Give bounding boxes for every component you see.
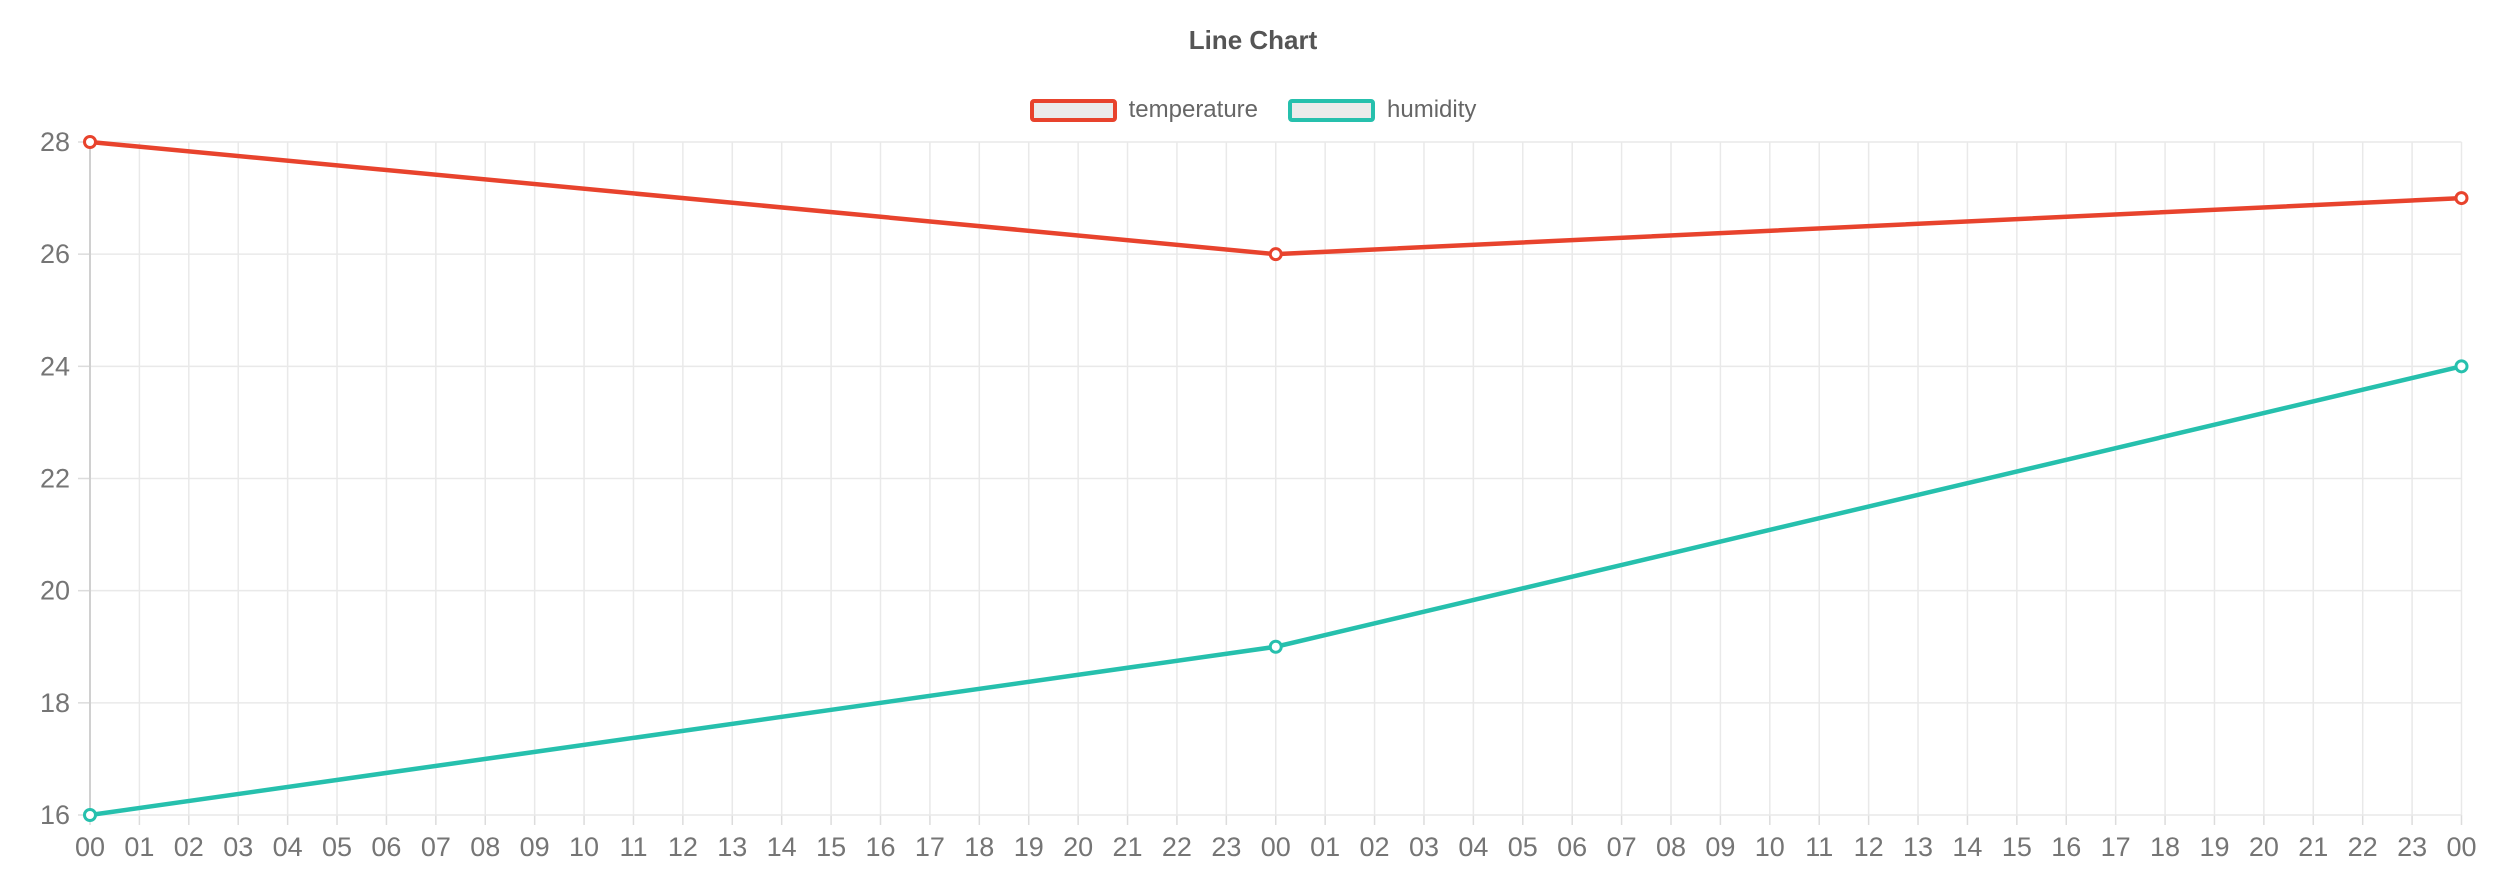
x-axis-label: 06 [371,832,401,862]
y-axis-label: 22 [40,464,70,494]
legend-item-humidity[interactable]: humidity [1288,96,1476,124]
chart-legend: temperature humidity [0,96,2506,124]
x-axis-label: 10 [1755,832,1785,862]
x-axis-label: 11 [1805,832,1833,862]
x-axis-label: 07 [421,832,451,862]
x-axis-label: 02 [1360,832,1390,862]
x-axis-label: 22 [1162,832,1192,862]
x-axis-label: 08 [1656,832,1686,862]
x-axis-label: 13 [717,832,747,862]
x-axis-label: 12 [1854,832,1884,862]
x-axis-label: 12 [668,832,698,862]
legend-item-temperature[interactable]: temperature [1029,96,1259,124]
x-axis-label: 15 [2002,832,2032,862]
x-axis-label: 21 [1113,832,1143,862]
x-axis-label: 23 [1211,832,1241,862]
x-axis-label: 00 [2446,832,2476,862]
x-axis-label: 14 [1952,832,1982,862]
x-axis-label: 17 [2101,832,2131,862]
x-axis-label: 21 [2298,832,2328,862]
x-axis-label: 14 [767,832,797,862]
x-axis-label: 16 [2051,832,2081,862]
x-axis-label: 13 [1903,832,1933,862]
data-point-temperature-2[interactable] [2454,191,2469,206]
legend-label-humidity: humidity [1387,96,1477,123]
x-axis-label: 05 [1508,832,1538,862]
x-axis-label: 01 [124,832,154,862]
data-point-temperature-0[interactable] [83,135,97,149]
x-axis-label: 11 [619,832,647,862]
x-axis-label: 19 [2199,832,2229,862]
x-axis-label: 17 [915,832,945,862]
x-axis-label: 15 [816,832,846,862]
x-axis-label: 18 [964,832,994,862]
x-axis-label: 10 [569,832,599,862]
x-axis-label: 00 [1261,832,1291,862]
x-axis-label: 23 [2397,832,2427,862]
x-axis-label: 00 [75,832,105,862]
x-axis-label: 22 [2348,832,2378,862]
x-axis-label: 19 [1014,832,1044,862]
x-axis-label: 18 [2150,832,2180,862]
x-axis-label: 02 [174,832,204,862]
legend-swatch-humidity [1288,98,1376,122]
legend-label-temperature: temperature [1128,96,1259,123]
chart-title: Line Chart [1188,25,1318,55]
x-axis-label: 01 [1310,832,1340,862]
x-axis-label: 04 [273,832,303,862]
y-axis-label: 24 [40,351,70,381]
x-axis-label: 07 [1607,832,1637,862]
x-axis-label: 16 [865,832,895,862]
data-point-humidity-2[interactable] [2454,359,2469,374]
x-axis-label: 05 [322,832,352,862]
x-axis-label: 06 [1557,832,1587,862]
x-axis-label: 20 [2249,832,2279,862]
x-axis-label: 08 [470,832,500,862]
y-axis-label: 28 [40,127,70,157]
x-axis-label: 04 [1458,832,1488,862]
x-axis-label: 09 [520,832,550,862]
legend-swatch-temperature [1029,98,1117,122]
y-axis-label: 20 [40,576,70,606]
data-point-humidity-0[interactable] [83,808,97,822]
x-axis-label: 03 [1409,832,1439,862]
y-axis-label: 18 [40,688,70,718]
data-point-temperature-1[interactable] [1268,247,1283,262]
x-axis-label: 03 [223,832,253,862]
y-axis-label: 16 [40,800,70,830]
data-point-humidity-1[interactable] [1268,639,1283,654]
x-axis-label: 20 [1063,832,1093,862]
y-axis-label: 26 [40,239,70,269]
x-axis-label: 09 [1705,832,1735,862]
